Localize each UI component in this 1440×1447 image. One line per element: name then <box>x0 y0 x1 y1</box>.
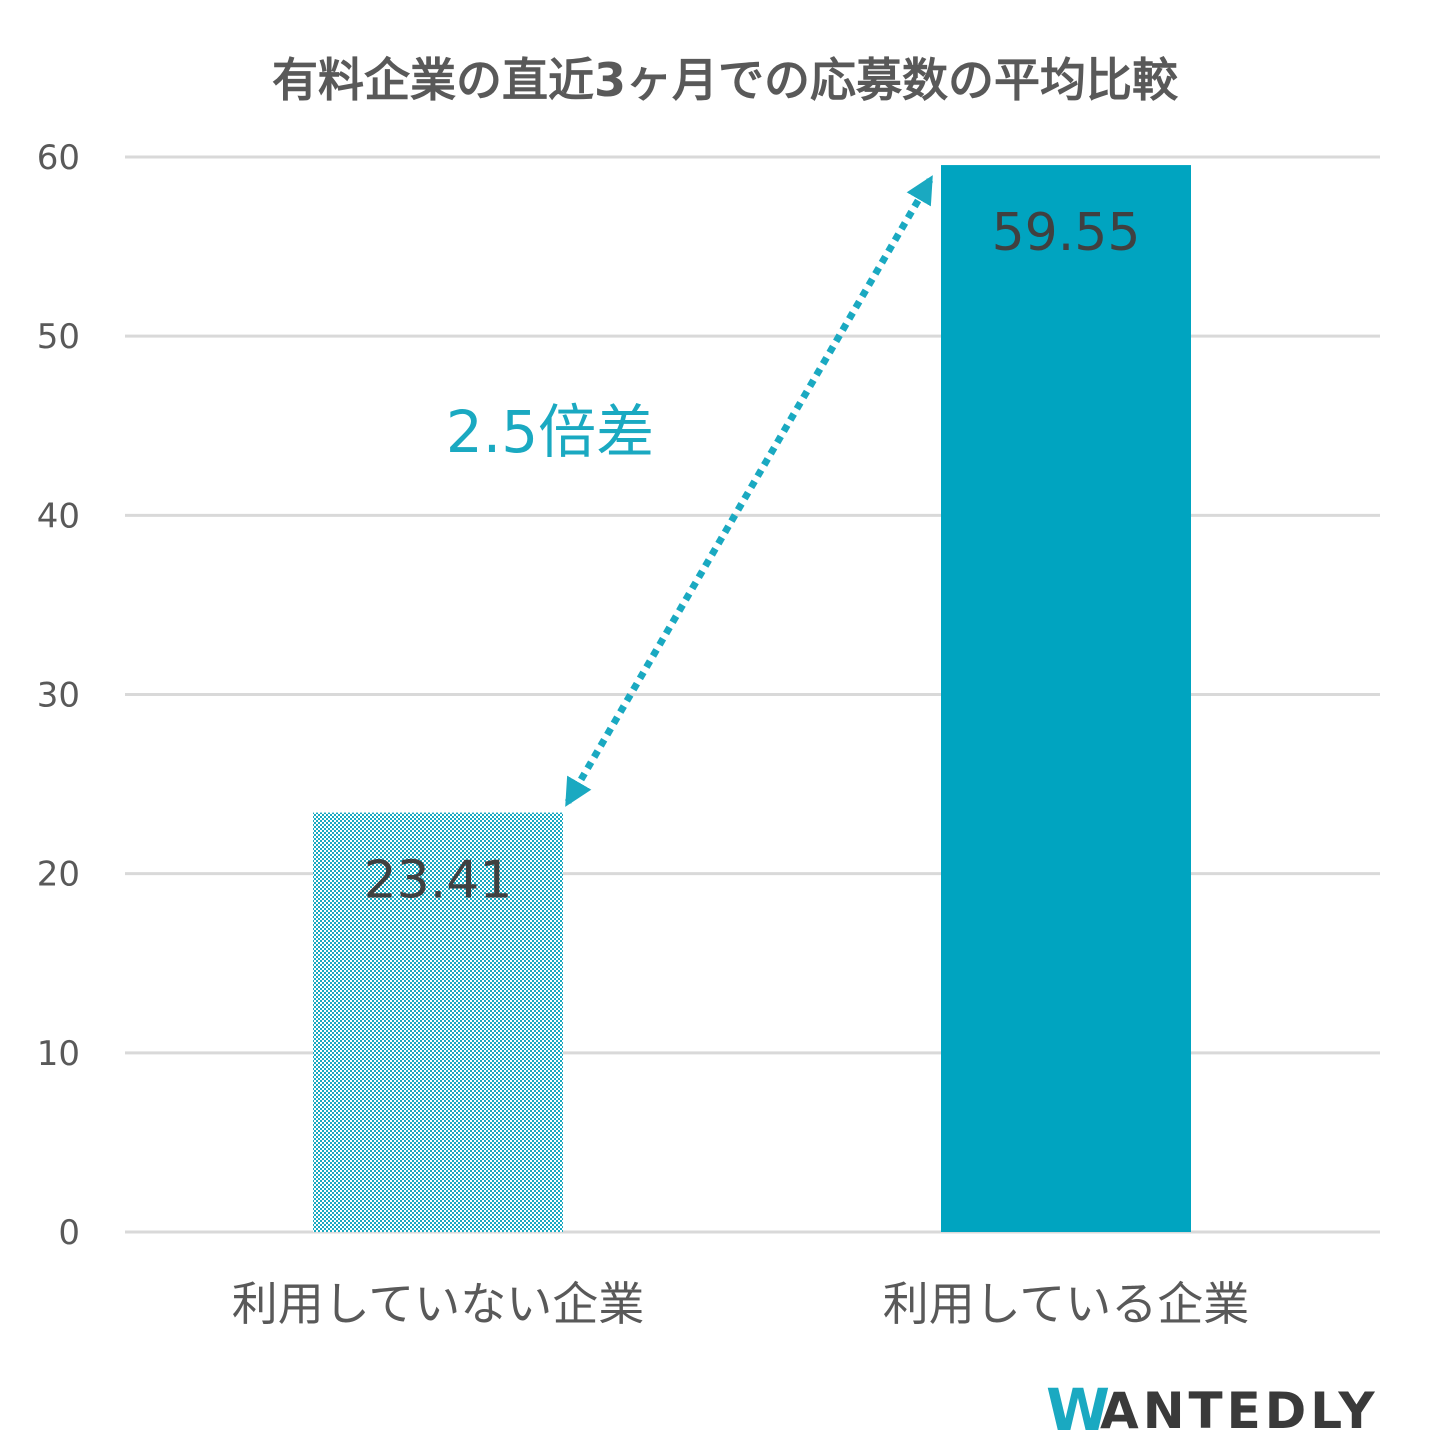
y-tick-label: 0 <box>58 1213 80 1253</box>
data-label: 23.41 <box>364 851 513 911</box>
y-axis-ticks: 0 10 20 30 40 50 60 <box>37 138 80 1253</box>
y-tick-label: 10 <box>37 1034 80 1074</box>
bar <box>313 812 563 1232</box>
difference-arrow <box>564 175 934 807</box>
y-tick-label: 20 <box>37 855 80 895</box>
category-label: 利用していない企業 <box>232 1277 645 1331</box>
data-label: 59.55 <box>992 203 1141 263</box>
data-labels: 23.41 59.55 <box>364 203 1141 911</box>
svg-text:W: W <box>1046 1376 1110 1444</box>
chart-title: 有料企業の直近3ヶ月での応募数の平均比較 <box>272 53 1179 107</box>
svg-text:ANTEDLY: ANTEDLY <box>1100 1382 1379 1440</box>
y-tick-label: 50 <box>37 317 80 357</box>
difference-annotation: 2.5倍差 <box>446 398 654 466</box>
y-tick-label: 30 <box>37 676 80 716</box>
bars <box>313 165 1191 1232</box>
y-tick-label: 40 <box>37 496 80 536</box>
category-labels: 利用していない企業 利用している企業 <box>232 1277 1250 1331</box>
category-label: 利用している企業 <box>883 1277 1250 1331</box>
y-tick-label: 60 <box>37 138 80 178</box>
bar <box>941 165 1191 1232</box>
wantedly-logo: W ANTEDLY <box>1046 1376 1379 1444</box>
